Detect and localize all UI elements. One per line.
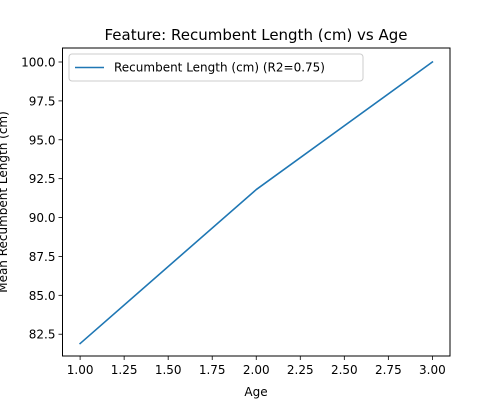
legend: Recumbent Length (cm) (R2=0.75)	[68, 53, 364, 82]
y-tick-label: 95.0	[29, 133, 56, 147]
x-tick-label: 1.50	[155, 363, 182, 377]
y-axis-label: Mean Recumbent Length (cm)	[0, 111, 10, 293]
x-tick-label: 1.75	[199, 363, 226, 377]
legend-box	[68, 53, 364, 82]
x-tick-label: 1.00	[67, 363, 94, 377]
x-axis-label: Age	[244, 385, 267, 399]
plot-layer	[78, 60, 434, 345]
series-line-0	[78, 60, 434, 345]
y-tick-label: 97.5	[29, 94, 56, 108]
y-tick-label: 100.0	[21, 56, 55, 70]
x-tick-label: 1.25	[111, 363, 138, 377]
y-tick-label: 82.5	[29, 328, 56, 342]
legend-label: Recumbent Length (cm) (R2=0.75)	[114, 61, 325, 75]
y-tick-label: 85.0	[29, 289, 56, 303]
y-tick-label: 92.5	[29, 172, 56, 186]
y-tick-label: 90.0	[29, 211, 56, 225]
x-tick-label: 2.25	[287, 363, 314, 377]
x-tick-label: 2.75	[375, 363, 402, 377]
chart-title: Feature: Recumbent Length (cm) vs Age	[104, 26, 407, 44]
x-tick-label: 2.00	[243, 363, 270, 377]
x-tick-label: 2.50	[331, 363, 358, 377]
y-tick-label: 87.5	[29, 250, 56, 264]
ticks-layer: 1.00 1.25 1.50 1.75 2.00 2.25 2.50 2.75 3.00 82.5…	[21, 56, 446, 378]
x-tick-label: 3.00	[419, 363, 446, 377]
